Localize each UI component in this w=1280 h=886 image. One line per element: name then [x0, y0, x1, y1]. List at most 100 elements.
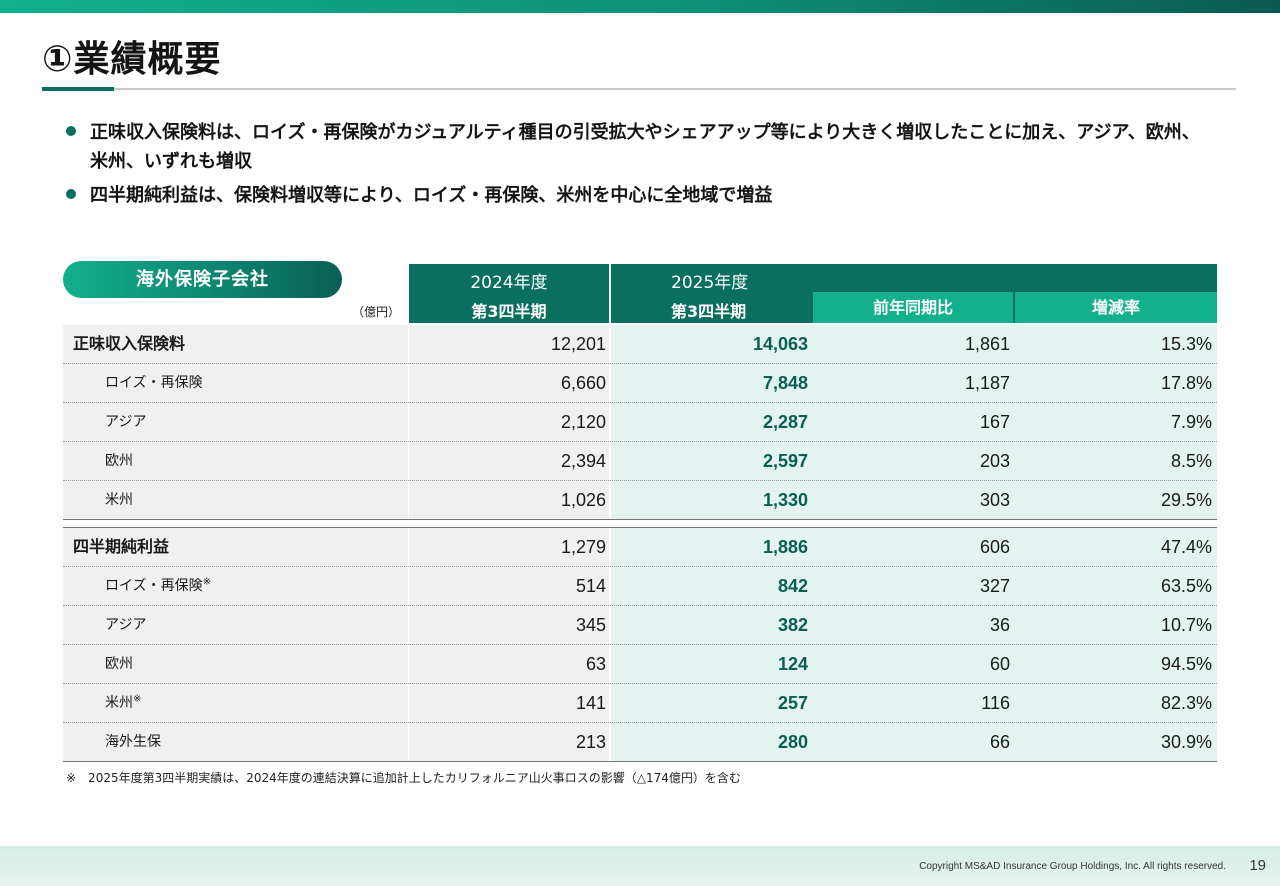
value-yoy: 1,187 — [964, 373, 1010, 393]
section-divider — [63, 527, 1217, 528]
row-label: 欧州 — [105, 645, 133, 683]
header-fy2025-quarter: 第3四半期 — [671, 302, 747, 321]
value-change-rate: 63.5% — [1160, 576, 1212, 596]
value-yoy: 167 — [979, 412, 1010, 432]
table-row: 四半期純利益 1,279 1,886 606 47.4% — [63, 528, 1217, 567]
row-label-text: アジア — [105, 414, 147, 430]
value-yoy: 1,861 — [964, 334, 1010, 354]
summary-bullets: 正味収入保険料は、ロイズ・再保険がカジュアルティ種目の引受拡大やシェアアップ等に… — [66, 118, 1206, 215]
row-label-text: 海外生保 — [105, 734, 161, 750]
value-yoy: 303 — [979, 490, 1010, 510]
value-fy2024: 6,660 — [560, 373, 606, 393]
value-yoy: 66 — [989, 732, 1010, 752]
value-fy2024: 1,279 — [560, 537, 606, 557]
value-fy2024: 141 — [575, 693, 606, 713]
value-fy2024: 345 — [575, 615, 606, 635]
header-yoy: 前年同期比 — [813, 292, 1013, 323]
copyright-text: Copyright MS&AD Insurance Group Holdings… — [919, 861, 1226, 872]
value-change-rate: 8.5% — [1170, 451, 1212, 471]
value-fy2025: 280 — [777, 732, 808, 752]
value-change-rate: 82.3% — [1160, 693, 1212, 713]
page-number: 19 — [1249, 857, 1266, 874]
value-change-rate: 94.5% — [1160, 654, 1212, 674]
row-label-text: 米州 — [105, 695, 133, 711]
row-label-text: アジア — [105, 617, 147, 633]
value-change-rate: 17.8% — [1160, 373, 1212, 393]
bullet-text: 四半期純利益は、保険料増収等により、ロイズ・再保険、米州を中心に全地域で増益 — [90, 185, 773, 206]
value-fy2025: 382 — [777, 615, 808, 635]
header-fy2024-year: 2024年度 — [470, 273, 548, 293]
value-change-rate: 10.7% — [1160, 615, 1212, 635]
segment-label-pill: 海外保険子会社 — [63, 261, 342, 298]
value-fy2025: 7,848 — [762, 373, 808, 393]
bullet-dot-icon — [66, 189, 76, 199]
value-change-rate: 47.4% — [1160, 537, 1212, 557]
value-yoy: 36 — [989, 615, 1010, 635]
value-fy2024: 63 — [585, 654, 606, 674]
value-change-rate: 30.9% — [1160, 732, 1212, 752]
page-title: ①業績概要 — [42, 39, 222, 80]
bullet-dot-icon — [66, 126, 76, 136]
row-label-text: ロイズ・再保険 — [105, 578, 203, 594]
value-fy2025: 2,287 — [762, 412, 808, 432]
header-fy2024-quarter: 第3四半期 — [471, 302, 547, 321]
value-yoy: 327 — [979, 576, 1010, 596]
value-fy2025: 842 — [777, 576, 808, 596]
table-row: 正味収入保険料 12,201 14,063 1,861 15.3% — [63, 325, 1217, 364]
row-label: アジア — [105, 403, 146, 441]
table-row: アジア 345 382 36 10.7% — [63, 606, 1217, 645]
row-label: ロイズ・再保険 — [105, 364, 203, 402]
value-yoy: 203 — [979, 451, 1010, 471]
label-column-band — [63, 325, 408, 519]
title-divider-accent — [42, 87, 114, 91]
value-yoy: 116 — [981, 693, 1010, 713]
value-change-rate: 29.5% — [1160, 490, 1212, 510]
title-divider — [42, 88, 1236, 90]
row-label: 欧州 — [105, 442, 133, 480]
bullet-text: 正味収入保険料は、ロイズ・再保険がカジュアルティ種目の引受拡大やシェアアップ等に… — [90, 122, 1200, 172]
row-label-text: 欧州 — [105, 453, 133, 469]
footnote-mark: ※ — [202, 576, 211, 588]
row-label: ロイズ・再保険※ — [105, 567, 211, 605]
value-yoy: 606 — [979, 537, 1010, 557]
footnote-mark: ※ — [133, 693, 142, 705]
row-label: 四半期純利益 — [73, 528, 169, 566]
table-row: 欧州 2,394 2,597 203 8.5% — [63, 442, 1217, 481]
row-label: 米州 — [105, 481, 133, 519]
bullet-premiums: 正味収入保険料は、ロイズ・再保険がカジュアルティ種目の引受拡大やシェアアップ等に… — [66, 118, 1206, 176]
table-row: 欧州 63 124 60 94.5% — [63, 645, 1217, 684]
table-row: ロイズ・再保険 6,660 7,848 1,187 17.8% — [63, 364, 1217, 403]
row-label: 海外生保 — [105, 723, 161, 761]
value-change-rate: 7.9% — [1170, 412, 1212, 432]
footnote: ※ 2025年度第3四半期実績は、2024年度の連結決算に追加計上したカリフォル… — [66, 771, 741, 785]
row-label: 正味収入保険料 — [73, 325, 185, 363]
value-fy2024: 2,120 — [560, 412, 606, 432]
footer-band — [0, 846, 1280, 886]
header-change-rate: 増減率 — [1015, 292, 1217, 323]
table-row: ロイズ・再保険※ 514 842 327 63.5% — [63, 567, 1217, 606]
value-yoy: 60 — [989, 654, 1010, 674]
table-row: アジア 2,120 2,287 167 7.9% — [63, 403, 1217, 442]
row-label-text: 米州 — [105, 492, 133, 508]
bullet-profit: 四半期純利益は、保険料増収等により、ロイズ・再保険、米州を中心に全地域で増益 — [66, 181, 1206, 210]
table-row: 海外生保 213 280 66 30.9% — [63, 723, 1217, 762]
value-fy2025: 1,330 — [762, 490, 808, 510]
fy2025-column-band — [611, 325, 1217, 519]
row-label-text: ロイズ・再保険 — [105, 375, 203, 391]
value-change-rate: 15.3% — [1160, 334, 1212, 354]
value-fy2024: 2,394 — [560, 451, 606, 471]
table-row: 米州 1,026 1,330 303 29.5% — [63, 481, 1217, 520]
value-fy2024: 1,026 — [560, 490, 606, 510]
value-fy2025: 124 — [777, 654, 808, 674]
row-label: 米州※ — [105, 684, 141, 722]
top-accent-band — [0, 0, 1280, 13]
row-label-text: 欧州 — [105, 656, 133, 672]
row-label-text: 四半期純利益 — [73, 537, 170, 556]
value-fy2024: 213 — [575, 732, 606, 752]
value-fy2025: 2,597 — [762, 451, 808, 471]
value-fy2024: 514 — [575, 576, 606, 596]
row-label-text: 正味収入保険料 — [73, 334, 186, 353]
value-fy2025: 1,886 — [762, 537, 808, 557]
table-row: 米州※ 141 257 116 82.3% — [63, 684, 1217, 723]
header-fy2024: 2024年度 第3四半期 — [409, 264, 609, 323]
